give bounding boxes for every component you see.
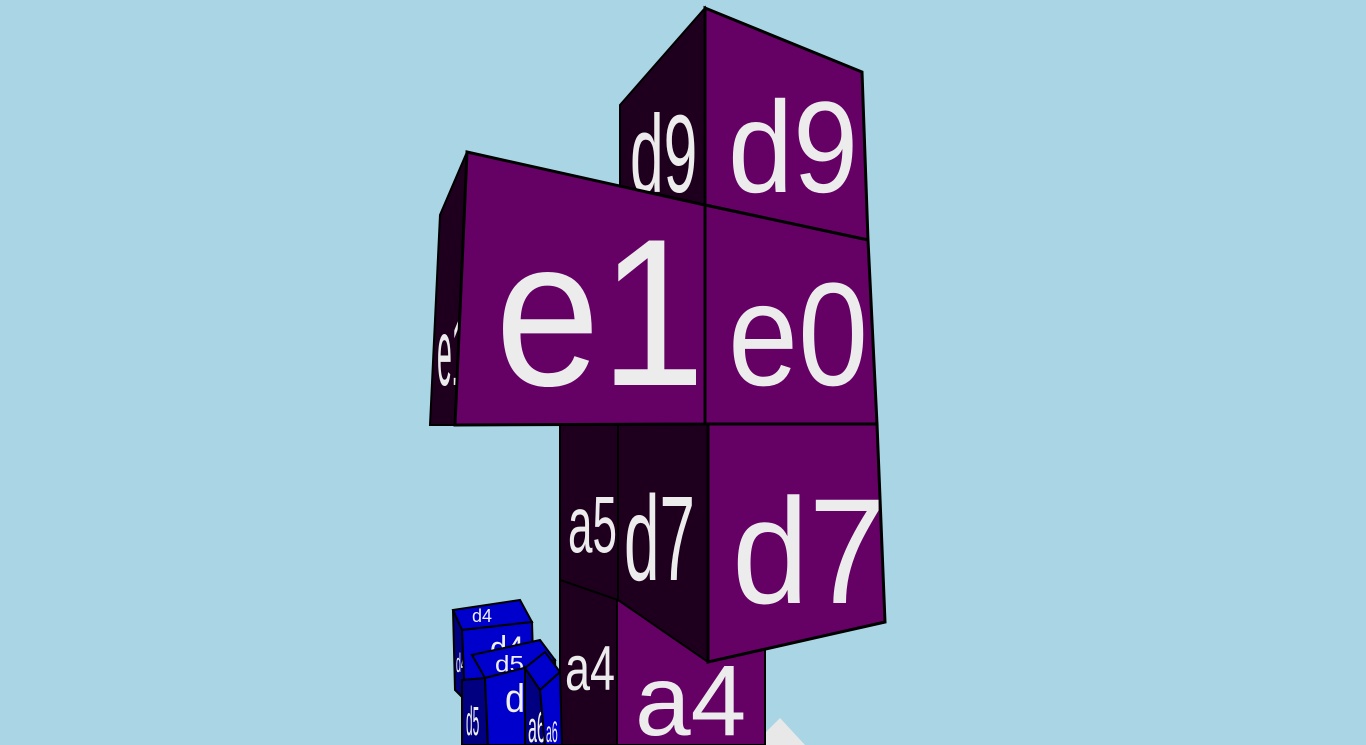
block-a4-side-label: a4 bbox=[565, 632, 615, 703]
block-a6-front-face bbox=[538, 669, 564, 745]
block-a5-side-label: a5 bbox=[568, 480, 617, 569]
block-e1[interactable]: e1 e1 bbox=[428, 150, 707, 430]
block-d4-side-label: d4 bbox=[456, 649, 466, 679]
block-a5[interactable]: a5 bbox=[559, 418, 619, 602]
block-e0[interactable]: e0 bbox=[703, 203, 879, 426]
block-d9-front-label: d9 bbox=[728, 75, 858, 220]
ground-patch bbox=[760, 718, 805, 745]
block-a4-front-label: a4 bbox=[635, 645, 746, 745]
block-a6[interactable]: a6 a6 bbox=[523, 650, 564, 745]
block-a6-front-label: a6 bbox=[546, 715, 558, 745]
block-e1-front-label: e1 bbox=[495, 196, 705, 430]
block-d7-front-label: d7 bbox=[732, 468, 885, 636]
block-d7[interactable]: d7 d7 bbox=[617, 422, 887, 664]
block-d7-side-label: d7 bbox=[624, 471, 695, 606]
block-e1-front-face bbox=[453, 150, 707, 427]
block-a6-side-face bbox=[524, 664, 547, 745]
block-d5-side-label: d5 bbox=[466, 700, 479, 745]
block-d9[interactable]: d9 d9 bbox=[619, 5, 870, 242]
block-e0-front-label: e0 bbox=[728, 253, 868, 417]
block-d4-top-label: d4 bbox=[472, 606, 492, 626]
block-d5-side-face bbox=[461, 676, 490, 745]
